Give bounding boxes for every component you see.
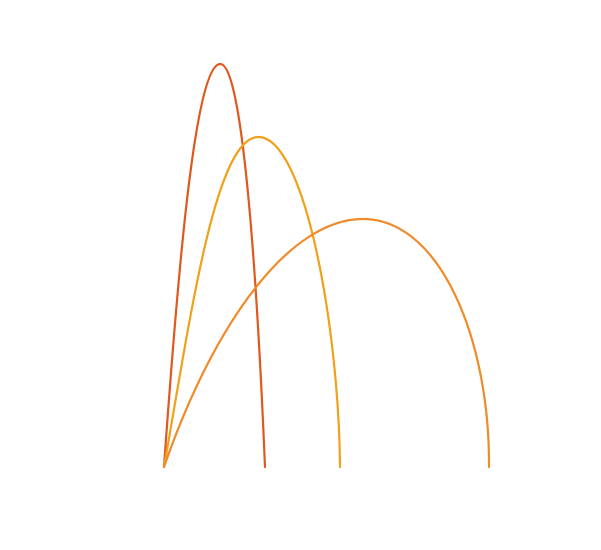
arc-wide — [162, 217, 491, 469]
arc-narrow — [162, 62, 267, 469]
arcs-group — [162, 62, 491, 469]
arc-medium — [162, 135, 342, 469]
